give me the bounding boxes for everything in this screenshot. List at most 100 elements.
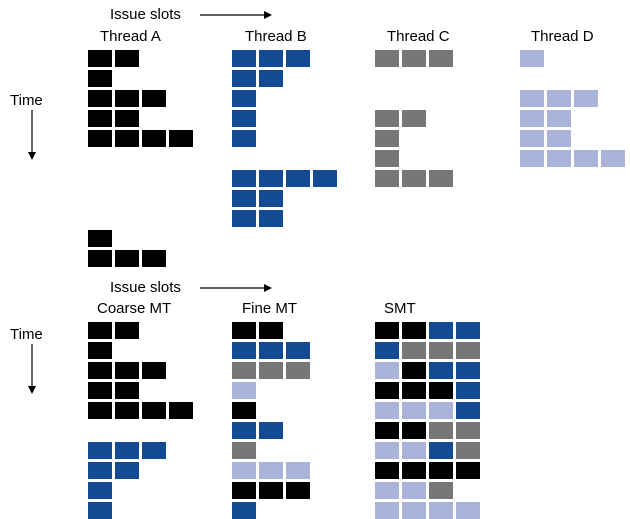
issue-slot-thread-c [375, 170, 399, 187]
issue-slot-thread-b [375, 342, 399, 359]
issue-slot-thread-d [601, 150, 625, 167]
thread-c-title: Thread C [387, 28, 450, 45]
issue-slot-thread-b [259, 50, 283, 67]
issue-slot-thread-c [402, 342, 426, 359]
issue-slot-thread-a [232, 482, 256, 499]
issue-slot-thread-b [286, 170, 310, 187]
issue-slot-thread-c [402, 170, 426, 187]
issue-slot-thread-b [88, 442, 112, 459]
issue-slot-thread-c [402, 50, 426, 67]
issue-slot-thread-d [547, 130, 571, 147]
issue-slot-thread-a [142, 402, 166, 419]
issue-slot-thread-a [375, 322, 399, 339]
bottom-time-arrow-icon [28, 344, 36, 394]
issue-slot-thread-c [232, 362, 256, 379]
issue-slot-thread-d [520, 110, 544, 127]
smt-title: SMT [384, 300, 416, 317]
issue-slot-thread-b [115, 442, 139, 459]
issue-slot-thread-c [456, 442, 480, 459]
issue-slot-thread-b [286, 342, 310, 359]
issue-slot-thread-d [375, 362, 399, 379]
issue-slot-thread-b [88, 482, 112, 499]
fine-mt-title: Fine MT [242, 300, 298, 317]
issue-slot-thread-b [259, 70, 283, 87]
issue-slot-thread-c [375, 130, 399, 147]
issue-slot-thread-b [232, 70, 256, 87]
issue-slot-thread-b [259, 170, 283, 187]
issue-slot-thread-a [88, 382, 112, 399]
issue-slot-thread-d [402, 402, 426, 419]
issue-slot-thread-c [375, 50, 399, 67]
issue-slot-thread-a [88, 342, 112, 359]
issue-slot-thread-b [232, 170, 256, 187]
issue-slot-thread-a [88, 110, 112, 127]
issue-slot-thread-a [88, 50, 112, 67]
issue-slot-thread-a [88, 250, 112, 267]
issue-slot-thread-a [142, 130, 166, 147]
coarse-mt-title: Coarse MT [97, 300, 172, 317]
issue-slot-thread-b [88, 502, 112, 519]
issue-slot-thread-c [375, 150, 399, 167]
issue-slot-thread-a [88, 90, 112, 107]
top-issue-slots-label: Issue slots [110, 6, 181, 23]
issue-slot-thread-d [402, 482, 426, 499]
issue-slot-thread-d [375, 482, 399, 499]
issue-slot-thread-a [88, 322, 112, 339]
issue-slot-thread-d [547, 150, 571, 167]
issue-slot-thread-c [259, 362, 283, 379]
issue-slot-thread-c [429, 50, 453, 67]
top-time-arrow-icon [28, 110, 36, 160]
issue-slot-thread-a [169, 402, 193, 419]
issue-slot-thread-b [456, 322, 480, 339]
issue-slot-thread-b [232, 342, 256, 359]
issue-slot-thread-a [115, 130, 139, 147]
top-time-label: Time [10, 92, 43, 109]
issue-slot-thread-a [88, 230, 112, 247]
issue-slot-thread-b [259, 210, 283, 227]
issue-slot-thread-a [259, 322, 283, 339]
issue-slot-thread-c [429, 170, 453, 187]
issue-slot-thread-b [232, 50, 256, 67]
issue-slot-thread-b [259, 190, 283, 207]
issue-slot-thread-c [456, 422, 480, 439]
issue-slot-thread-b [456, 382, 480, 399]
issue-slot-thread-a [115, 90, 139, 107]
bottom-issue-slots-label: Issue slots [110, 279, 181, 296]
issue-slot-thread-a [115, 50, 139, 67]
issue-slot-thread-a [115, 322, 139, 339]
issue-slot-thread-d [429, 502, 453, 519]
issue-slot-thread-b [429, 362, 453, 379]
issue-slot-thread-d [402, 442, 426, 459]
issue-slot-thread-b [429, 322, 453, 339]
issue-slot-thread-b [232, 422, 256, 439]
issue-slot-thread-a [402, 362, 426, 379]
issue-slot-thread-d [286, 462, 310, 479]
issue-slot-thread-a [169, 130, 193, 147]
issue-slot-thread-b [115, 462, 139, 479]
issue-slot-thread-b [232, 210, 256, 227]
issue-slot-thread-c [429, 342, 453, 359]
issue-slot-thread-a [115, 362, 139, 379]
thread-d-title: Thread D [531, 28, 594, 45]
issue-slot-thread-d [520, 50, 544, 67]
issue-slot-thread-a [232, 402, 256, 419]
top-issue-slots-arrow-icon [200, 11, 272, 19]
issue-slot-thread-a [88, 362, 112, 379]
issue-slot-thread-b [232, 190, 256, 207]
issue-slot-thread-d [232, 462, 256, 479]
issue-slot-thread-b [232, 90, 256, 107]
issue-slot-thread-a [402, 462, 426, 479]
issue-slot-thread-b [232, 502, 256, 519]
issue-slot-thread-a [402, 322, 426, 339]
issue-slot-thread-d [547, 90, 571, 107]
thread-a-title: Thread A [100, 28, 161, 45]
issue-slot-thread-d [375, 502, 399, 519]
issue-slot-thread-a [429, 462, 453, 479]
issue-slot-thread-a [142, 250, 166, 267]
issue-slot-thread-a [88, 70, 112, 87]
issue-slot-thread-a [259, 482, 283, 499]
issue-slot-thread-d [574, 150, 598, 167]
issue-slot-thread-b [259, 342, 283, 359]
issue-slot-thread-d [520, 90, 544, 107]
issue-slot-thread-c [232, 442, 256, 459]
